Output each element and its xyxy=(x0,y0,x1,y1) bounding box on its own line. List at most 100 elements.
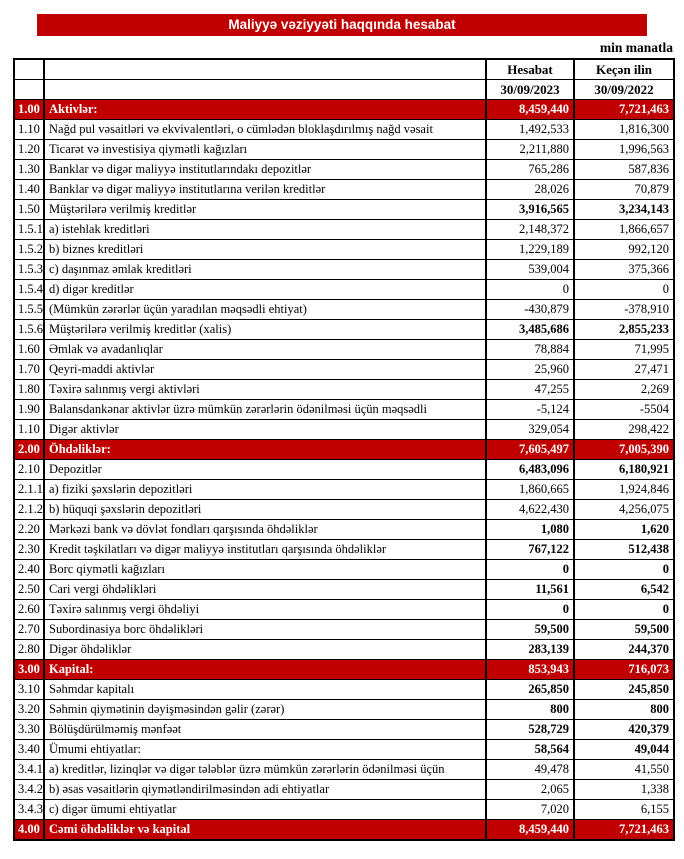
row-value-prior: 298,422 xyxy=(573,419,675,440)
table-row: 1.90 Balansdankənar aktivlər üzrə mümkün … xyxy=(13,399,675,420)
header-empty-label xyxy=(43,79,487,100)
row-value-current: 265,850 xyxy=(485,679,575,700)
table-row: 3.30 Bölüşdürülməmiş mənfəət 528,729 420,37… xyxy=(13,719,675,740)
row-label: Ticarət və investisiya qiymətli kağızlar… xyxy=(43,139,487,160)
row-label: (Mümkün zərərlər üçün yaradılan məqsədli… xyxy=(43,299,487,320)
row-value-current: 765,286 xyxy=(485,159,575,180)
row-value-current: -430,879 xyxy=(485,299,575,320)
table-row: 1.30 Banklar və digər maliyyə institutlar… xyxy=(13,159,675,180)
row-code: 4.00 xyxy=(13,819,45,841)
row-value-prior: 1,816,300 xyxy=(573,119,675,140)
table-row: 1.5.1 a) istehlak kreditləri 2,148,372 1,86… xyxy=(13,219,675,240)
table-row: 1.5.2 b) biznes kreditləri 1,229,189 992,12… xyxy=(13,239,675,260)
row-label: c) daşınmaz əmlak kreditləri xyxy=(43,259,487,280)
report-title: Maliyyə vəziyyəti haqqında hesabat xyxy=(228,17,456,32)
row-value-current: -5,124 xyxy=(485,399,575,420)
row-label: Səhmin qiymətinin dəyişməsindən gəlir (z… xyxy=(43,699,487,720)
row-code: 2.1.2 xyxy=(13,499,45,520)
table-row: 1.20 Ticarət və investisiya qiymətli kağı… xyxy=(13,139,675,160)
header-current-date: 30/09/2023 xyxy=(485,79,575,100)
row-code: 2.30 xyxy=(13,539,45,560)
row-value-prior: 2,269 xyxy=(573,379,675,400)
table-row: 1.5.4 d) digər kreditlər 0 0 xyxy=(13,279,675,300)
row-value-prior: 0 xyxy=(573,559,675,580)
table-row: 1.5.3 c) daşınmaz əmlak kreditləri 539,004… xyxy=(13,259,675,280)
row-value-prior: 27,471 xyxy=(573,359,675,380)
row-value-prior: 59,500 xyxy=(573,619,675,640)
table-row: 1.40 Banklar və digər maliyyə institutlar… xyxy=(13,179,675,200)
row-label: Aktivlər: xyxy=(43,99,487,120)
table-row: 2.1.2 b) hüquqi şəxslərin depozitləri 4,62… xyxy=(13,499,675,520)
row-value-current: 11,561 xyxy=(485,579,575,600)
row-code: 1.10 xyxy=(13,119,45,140)
row-code: 1.40 xyxy=(13,179,45,200)
table-row: 3.00 Kapital: 853,943 716,073 xyxy=(13,659,675,680)
units-label: min manatla xyxy=(599,40,673,55)
table-row: 3.4.1 a) kreditlər, lizinqlər və digər tə… xyxy=(13,759,675,780)
row-value-current: 539,004 xyxy=(485,259,575,280)
row-code: 2.00 xyxy=(13,439,45,460)
row-value-current: 3,485,686 xyxy=(485,319,575,340)
row-value-current: 8,459,440 xyxy=(485,99,575,120)
row-value-prior: 0 xyxy=(573,279,675,300)
row-value-current: 767,122 xyxy=(485,539,575,560)
row-label: b) hüquqi şəxslərin depozitləri xyxy=(43,499,487,520)
row-label: a) kreditlər, lizinqlər və digər tələblə… xyxy=(43,759,487,780)
row-label: d) digər kreditlər xyxy=(43,279,487,300)
row-code: 1.80 xyxy=(13,379,45,400)
row-value-current: 0 xyxy=(485,559,575,580)
row-code: 3.30 xyxy=(13,719,45,740)
table-row: 3.20 Səhmin qiymətinin dəyişməsindən gəli… xyxy=(13,699,675,720)
row-value-prior: 2,855,233 xyxy=(573,319,675,340)
table-row: 2.1.1 a) fiziki şəxslərin depozitləri 1,86… xyxy=(13,479,675,500)
row-value-current: 1,492,533 xyxy=(485,119,575,140)
table-row: 3.4.2 b) əsas vəsaitlərin qiymətləndirilm… xyxy=(13,779,675,800)
row-value-current: 2,148,372 xyxy=(485,219,575,240)
table-row: 2.50 Cari vergi öhdəlikləri 11,561 6,542 xyxy=(13,579,675,600)
table-row: 3.10 Səhmdar kapitalı 265,850 245,850 xyxy=(13,679,675,700)
table-row: 1.5.6 Müştərilərə verilmiş kreditlər (xal… xyxy=(13,319,675,340)
row-value-prior: 1,996,563 xyxy=(573,139,675,160)
row-code: 3.10 xyxy=(13,679,45,700)
table-row: 2.60 Təxirə salınmış vergi öhdəliyi 0 0 xyxy=(13,599,675,620)
row-value-prior: 6,155 xyxy=(573,799,675,820)
row-label: Depozitlər xyxy=(43,459,487,480)
row-code: 1.10 xyxy=(13,419,45,440)
row-label: Təxirə salınmış vergi aktivləri xyxy=(43,379,487,400)
row-label: Subordinasiya borc öhdəlikləri xyxy=(43,619,487,640)
row-code: 1.5.6 xyxy=(13,319,45,340)
table-row: 1.80 Təxirə salınmış vergi aktivləri 47,25… xyxy=(13,379,675,400)
row-value-current: 853,943 xyxy=(485,659,575,680)
row-code: 1.50 xyxy=(13,199,45,220)
row-value-prior: 245,850 xyxy=(573,679,675,700)
header-empty-code xyxy=(13,58,45,80)
table-row: 2.30 Kredit təşkilatları və digər maliyyə… xyxy=(13,539,675,560)
row-value-prior: 587,836 xyxy=(573,159,675,180)
row-code: 2.1.1 xyxy=(13,479,45,500)
row-label: Digər aktivlər xyxy=(43,419,487,440)
row-value-current: 25,960 xyxy=(485,359,575,380)
row-code: 2.60 xyxy=(13,599,45,620)
row-value-current: 0 xyxy=(485,279,575,300)
row-value-prior: 244,370 xyxy=(573,639,675,660)
table-row: 2.80 Digər öhdəliklər 283,139 244,370 xyxy=(13,639,675,660)
row-label: Müştərilərə verilmiş kreditlər (xalis) xyxy=(43,319,487,340)
row-value-prior: 1,338 xyxy=(573,779,675,800)
row-value-current: 1,229,189 xyxy=(485,239,575,260)
table-row: 1.10 Digər aktivlər 329,054 298,422 xyxy=(13,419,675,440)
row-code: 1.00 xyxy=(13,99,45,120)
table-row: 2.20 Mərkəzi bank və dövlət fondları qarş… xyxy=(13,519,675,540)
row-code: 1.30 xyxy=(13,159,45,180)
row-value-current: 8,459,440 xyxy=(485,819,575,841)
row-value-prior: 420,379 xyxy=(573,719,675,740)
row-code: 1.5.3 xyxy=(13,259,45,280)
row-value-current: 49,478 xyxy=(485,759,575,780)
row-code: 2.40 xyxy=(13,559,45,580)
row-value-prior: 1,866,657 xyxy=(573,219,675,240)
report-title-banner: Maliyyə vəziyyəti haqqında hesabat xyxy=(37,14,647,36)
row-value-current: 4,622,430 xyxy=(485,499,575,520)
row-label: Qeyri-maddi aktivlər xyxy=(43,359,487,380)
header-row-titles: Hesabat Keçən ilin xyxy=(13,58,675,80)
row-code: 2.50 xyxy=(13,579,45,600)
header-prior-date: 30/09/2022 xyxy=(573,79,675,100)
